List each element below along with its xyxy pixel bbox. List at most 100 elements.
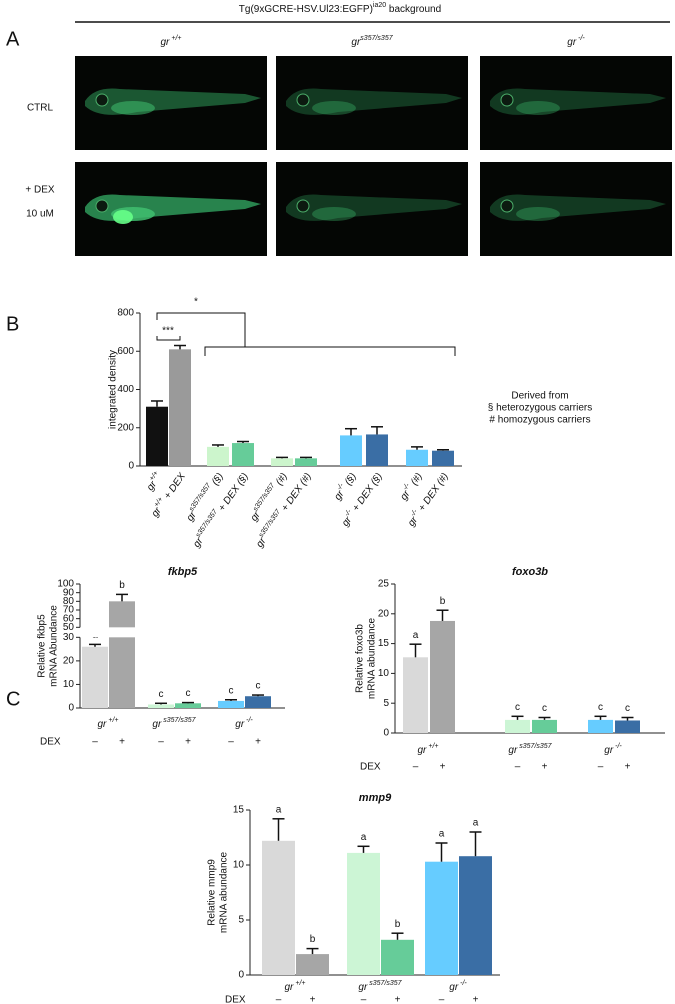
dex-mark: – [361,995,367,1004]
x-tick-label-sup: -/- [344,508,354,518]
bar [148,704,174,708]
dex-label: DEX [40,737,61,748]
significance-bracket [156,336,181,341]
chart-title: mmp9 [359,792,392,804]
column-header: grs357/s357 [351,35,393,47]
dex-mark: + [625,762,631,773]
fish-glow [113,210,133,224]
fish-body [286,88,462,115]
bar [430,620,455,733]
panel-letter: B [6,313,19,335]
y-tick-label: 0 [383,728,389,739]
y-tick-label: 0 [68,703,74,714]
bar [109,601,135,708]
y-axis-label: mRNA abundance [367,617,378,699]
chart-title: foxo3b [512,566,548,578]
column-header-sup: s357/s357 [360,35,393,42]
bar [296,954,329,975]
x-tick-label-sup: -/- [402,482,412,492]
bar [425,861,458,975]
bar [207,446,229,466]
group-label-sup: -/- [244,717,253,724]
y-tick-label: 5 [238,915,244,926]
fish-eye [500,93,514,107]
dex-label: DEX [225,995,246,1004]
x-tick-label-sup: +/+ [149,470,161,482]
fish-eye [296,93,310,107]
dex-mark: – [228,737,234,748]
significance-letter: a [439,829,445,840]
bar [403,657,428,733]
significance-stars: * [194,297,198,308]
dex-mark: – [92,737,98,748]
column-header-text: gr [161,37,171,48]
group-label-text: gr [285,982,295,993]
bar [262,840,295,975]
fish-eye [296,199,310,213]
bar [459,856,492,975]
fish-yolk [111,101,155,115]
dex-mark: + [473,995,479,1004]
group-label-sup: s357/s357 [517,743,552,750]
fish-eye [95,93,109,107]
fish-yolk [516,207,560,221]
significance-letter: c [598,702,603,713]
y-tick-label: 70 [63,605,75,616]
dex-mark: + [185,737,191,748]
dex-mark: – [413,762,419,773]
fish-body [286,194,462,221]
significance-letter: b [310,934,316,945]
y-tick-label: 20 [63,656,75,667]
y-tick-label: 0 [128,461,134,472]
significance-letter: a [361,832,367,843]
bar [532,719,557,733]
y-tick-label: 0 [238,970,244,981]
group-label-text: gr [449,982,459,993]
legend-note: Derived from [511,391,568,402]
y-tick-label: 30 [63,632,75,643]
fish-image [75,162,267,256]
fish-yolk [516,101,560,115]
x-tick-label-sup: s357/s357 [188,482,213,513]
y-tick-label: 5 [383,698,389,709]
fish-image [75,56,267,150]
group-label-sup: +/+ [293,980,305,987]
bar [366,434,388,466]
dex-label: DEX [360,762,381,773]
bar [232,443,254,466]
fish-image [276,56,468,150]
bar [146,406,168,466]
dex-mark: + [395,995,401,1004]
dex-mark: + [255,737,261,748]
x-tick-label-sup: s357/s357 [258,508,283,539]
dex-mark: + [440,762,446,773]
group-label-sup: +/+ [426,743,438,750]
significance-letter: c [229,685,234,696]
y-tick-label: 10 [63,679,75,690]
fish-body [490,88,666,115]
dex-mark: + [542,762,548,773]
fish-eye [500,199,514,213]
bar [588,719,613,733]
x-tick-label-sup: s357/s357 [252,482,277,513]
x-tick-label-sup: -/- [410,508,420,518]
group-label: gr -/- [235,717,253,729]
bar [505,719,530,733]
y-tick-label: 600 [117,346,134,357]
group-label-text: gr [418,745,428,756]
panel-letter: C [6,688,20,710]
group-label-sup: +/+ [106,717,118,724]
bar [295,458,317,466]
dex-mark: + [310,995,316,1004]
bar [381,939,414,975]
significance-letter: a [413,630,419,641]
x-tick-label: gr-/- (#) [397,470,425,502]
panel-letter: A [6,28,20,50]
column-header-sup: -/- [576,35,585,42]
fish-yolk [312,207,356,221]
figure-title-rest: background [386,4,441,15]
bar [82,646,108,708]
group-label: gr -/- [449,980,467,992]
x-tick-label-rest: + DEX [160,471,188,504]
